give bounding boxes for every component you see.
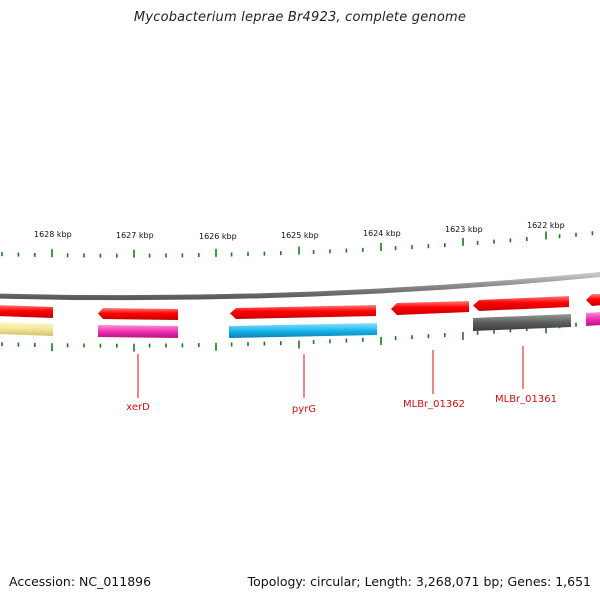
scale-label-1623: 1623 kbp [445,225,483,234]
scale-label-1622: 1622 kbp [527,221,565,230]
feature-genes [0,312,600,338]
gene-forward-MLBr_01362-region [391,301,469,315]
gene-forward-right-partial [586,294,600,306]
scale-label-1626: 1626 kbp [199,232,237,241]
gene-label-MLBr_01361: MLBr_01361 [495,394,557,405]
gene-forward-left-partial [0,305,53,318]
scale-labels: 1628 kbp 1627 kbp 1626 kbp 1625 kbp 1624… [34,221,565,241]
accession-text: Accession: NC_011896 [9,574,152,589]
gene-magenta-right-partial [586,312,600,326]
gene-gray-MLBr_01361 [473,314,571,331]
gene-label-MLBr_01362: MLBr_01362 [403,399,465,410]
gene-forward-pyrG-region [230,305,376,319]
inner-ticks [1,321,594,352]
gene-cyan-pyrG [229,323,377,338]
scale-label-1624: 1624 kbp [363,229,401,238]
scale-label-1625: 1625 kbp [281,231,319,240]
gene-label-xerD: xerD [126,402,150,413]
scale-label-1627: 1627 kbp [116,231,154,240]
genome-stats-text: Topology: circular; Length: 3,268,071 bp… [247,574,591,589]
map-title: Mycobacterium leprae Br4923, complete ge… [133,10,467,25]
scale-label-1628: 1628 kbp [34,230,72,239]
gene-label-leaders [137,346,524,398]
gene-yellow-left-partial [0,322,53,336]
outer-ticks [1,231,594,258]
gene-forward-MLBr_01361-region [473,296,569,311]
genome-backbone [0,271,600,301]
gene-magenta-xerD [98,325,178,338]
gene-forward-xerD-region [98,308,178,320]
gene-label-pyrG: pyrG [292,404,316,415]
forward-strand-genes [0,294,600,320]
gene-labels: xerD pyrG MLBr_01362 MLBr_01361 [126,394,557,415]
